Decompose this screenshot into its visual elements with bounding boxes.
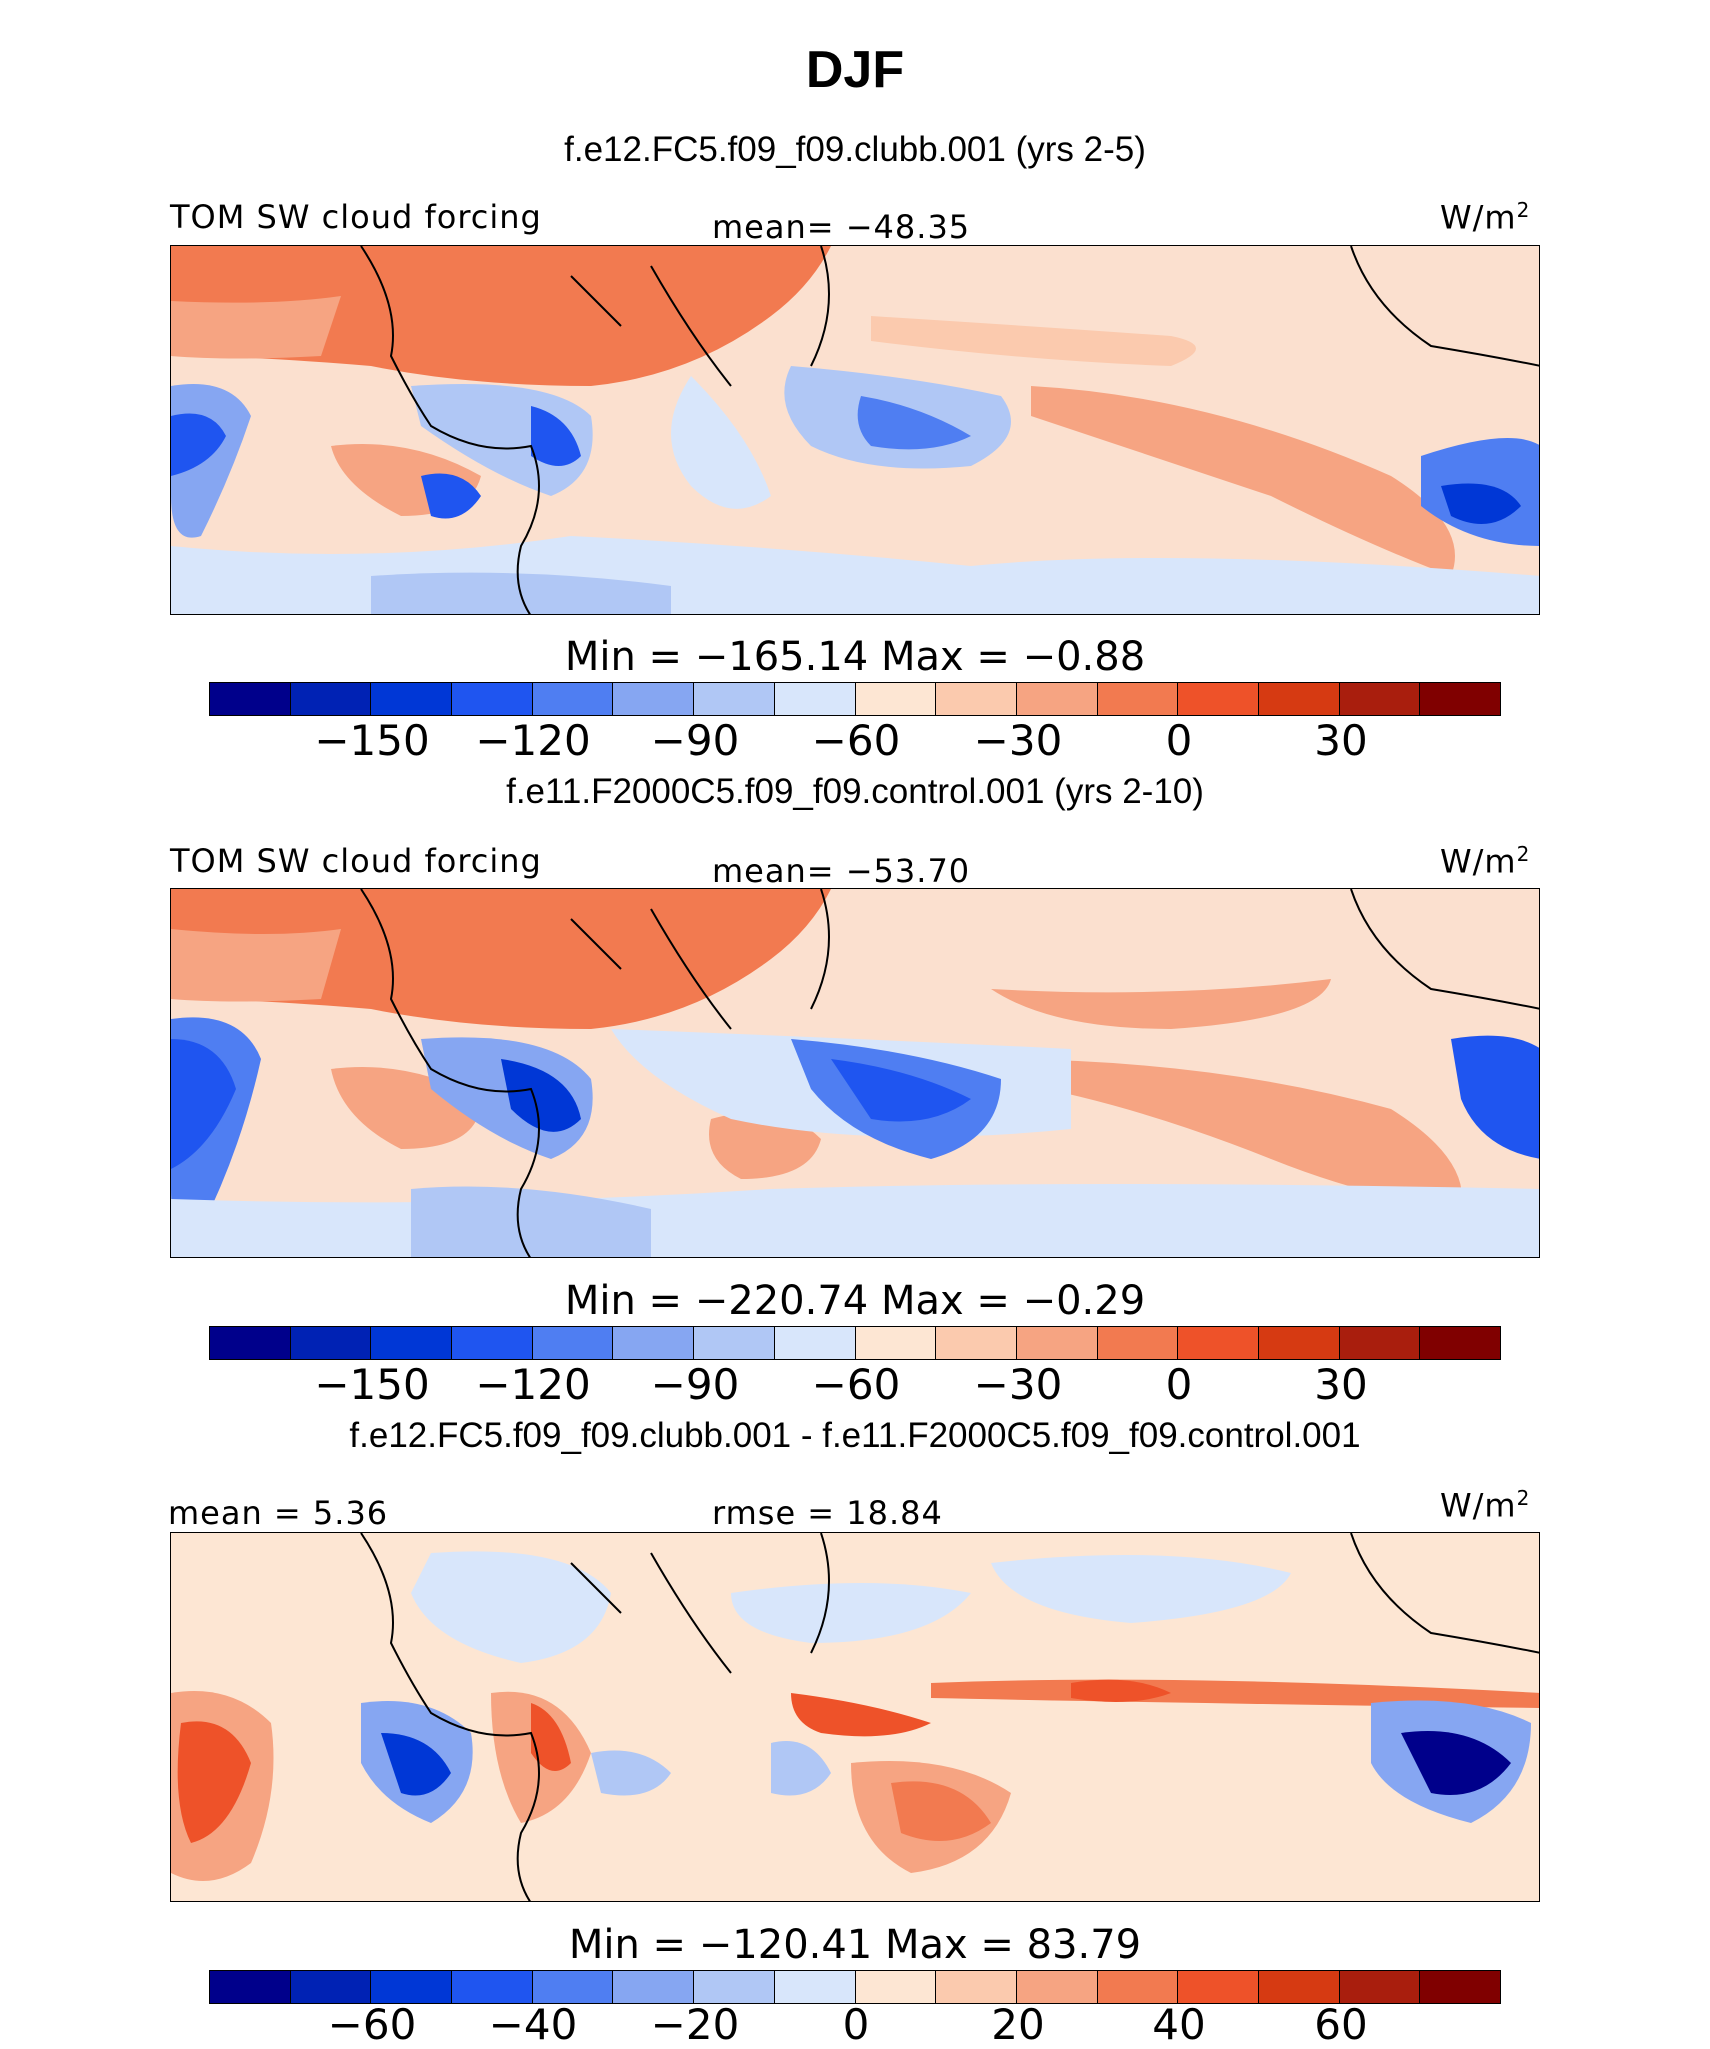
colorbar-swatch <box>855 683 937 715</box>
colorbar-tick: 60 <box>1314 2000 1368 2049</box>
panel1-run-title: f.e12.FC5.f09_f09.clubb.001 (yrs 2-5) <box>564 130 1146 169</box>
colorbar-swatch <box>1016 1971 1098 2003</box>
colorbar-swatch <box>1178 1971 1259 2003</box>
colorbar-tick: 30 <box>1314 716 1368 765</box>
panel1-minmax: Min = −165.14 Max = −0.88 <box>564 634 1146 680</box>
colorbar-swatch <box>290 1327 372 1359</box>
colorbar-swatch <box>936 683 1017 715</box>
panel2-run-title: f.e11.F2000C5.f09_f09.control.001 (yrs 2… <box>506 772 1204 811</box>
colorbar-swatch <box>613 683 695 715</box>
panel1-map <box>170 245 1540 615</box>
colorbar-swatch <box>1258 1327 1340 1359</box>
colorbar-swatch <box>1097 1327 1179 1359</box>
colorbar-swatch <box>774 1971 856 2003</box>
colorbar-tick: 30 <box>1314 1360 1368 1409</box>
panel3-minmax: Min = −120.41 Max = 83.79 <box>568 1922 1142 1968</box>
colorbar-swatch <box>290 683 372 715</box>
colorbar-tick: −30 <box>973 1360 1063 1409</box>
colorbar-swatch <box>532 1327 614 1359</box>
colorbar-tick: −150 <box>314 716 430 765</box>
colorbar-swatch <box>452 1971 533 2003</box>
colorbar-swatch <box>290 1971 372 2003</box>
panel2-map-field <box>171 889 1539 1257</box>
colorbar-tick: −60 <box>811 1360 901 1409</box>
colorbar-swatch <box>210 1327 291 1359</box>
colorbar-tick: 0 <box>1165 1360 1193 1409</box>
colorbar-swatch <box>774 1327 856 1359</box>
panel1-units-label: W/m2 <box>1440 198 1531 237</box>
colorbar-swatch <box>694 683 775 715</box>
panel3-map-field <box>171 1533 1539 1901</box>
panel3-mean-label: mean = 5.36 <box>168 1494 389 1532</box>
colorbar-swatch <box>855 1971 937 2003</box>
panel2-colorbar <box>209 1326 1501 1360</box>
panel1-map-field <box>171 246 1539 614</box>
colorbar-swatch <box>532 1971 614 2003</box>
panel2-variable-label: TOM SW cloud forcing <box>170 842 542 880</box>
panel1-variable-label: TOM SW cloud forcing <box>170 198 542 236</box>
colorbar-swatch <box>1339 1327 1421 1359</box>
colorbar-tick: 20 <box>991 2000 1045 2049</box>
colorbar-swatch <box>774 683 856 715</box>
panel1-colorbar <box>209 682 1501 716</box>
colorbar-tick: 0 <box>842 2000 870 2049</box>
colorbar-swatch <box>371 1327 453 1359</box>
panel3-colorbar <box>209 1970 1501 2004</box>
colorbar-swatch <box>855 1327 937 1359</box>
colorbar-tick: −120 <box>475 716 591 765</box>
colorbar-swatch <box>1016 683 1098 715</box>
colorbar-swatch <box>694 1327 775 1359</box>
colorbar-tick: −90 <box>650 1360 740 1409</box>
panel1-mean-label: mean= −48.35 <box>712 208 971 246</box>
colorbar-tick: −40 <box>488 2000 578 2049</box>
colorbar-tick: −20 <box>650 2000 740 2049</box>
colorbar-swatch <box>532 683 614 715</box>
colorbar-swatch <box>452 1327 533 1359</box>
colorbar-swatch <box>1339 683 1421 715</box>
colorbar-swatch <box>1420 1327 1500 1359</box>
colorbar-tick: −30 <box>973 716 1063 765</box>
colorbar-swatch <box>613 1971 695 2003</box>
colorbar-tick: −120 <box>475 1360 591 1409</box>
colorbar-swatch <box>1016 1327 1098 1359</box>
panel3-map <box>170 1532 1540 1902</box>
panel3-units-label: W/m2 <box>1440 1486 1531 1525</box>
colorbar-swatch <box>1258 683 1340 715</box>
panel2-mean-label: mean= −53.70 <box>712 852 971 890</box>
colorbar-tick: −60 <box>811 716 901 765</box>
colorbar-swatch <box>210 1971 291 2003</box>
panel2-map <box>170 888 1540 1258</box>
colorbar-swatch <box>936 1971 1017 2003</box>
colorbar-swatch <box>936 1327 1017 1359</box>
colorbar-swatch <box>371 1971 453 2003</box>
colorbar-swatch <box>1420 1971 1500 2003</box>
panel2-minmax: Min = −220.74 Max = −0.29 <box>564 1278 1146 1324</box>
colorbar-swatch <box>1420 683 1500 715</box>
colorbar-swatch <box>210 683 291 715</box>
colorbar-swatch <box>452 683 533 715</box>
figure-title: DJF <box>805 41 905 99</box>
colorbar-swatch <box>1097 683 1179 715</box>
colorbar-swatch <box>371 683 453 715</box>
panel3-rmse-label: rmse = 18.84 <box>712 1494 943 1532</box>
colorbar-swatch <box>1339 1971 1421 2003</box>
colorbar-swatch <box>1178 1327 1259 1359</box>
colorbar-swatch <box>613 1327 695 1359</box>
colorbar-swatch <box>1258 1971 1340 2003</box>
colorbar-tick: −60 <box>327 2000 417 2049</box>
colorbar-swatch <box>694 1971 775 2003</box>
colorbar-tick: 40 <box>1152 2000 1206 2049</box>
panel2-units-label: W/m2 <box>1440 842 1531 881</box>
colorbar-tick: −150 <box>314 1360 430 1409</box>
panel3-run-title: f.e12.FC5.f09_f09.clubb.001 - f.e11.F200… <box>349 1416 1361 1455</box>
colorbar-tick: 0 <box>1165 716 1193 765</box>
colorbar-tick: −90 <box>650 716 740 765</box>
colorbar-swatch <box>1178 683 1259 715</box>
colorbar-swatch <box>1097 1971 1179 2003</box>
